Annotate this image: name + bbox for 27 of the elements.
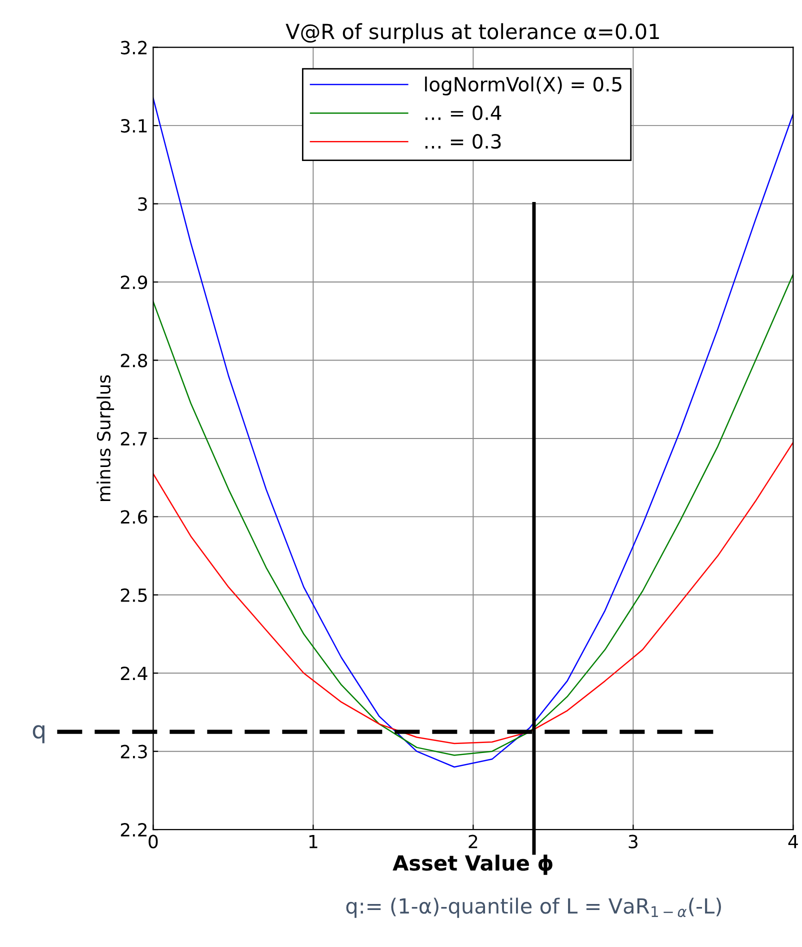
y-tick-label: 2.2 — [120, 823, 147, 836]
y-tick-label: 2.5 — [120, 588, 147, 602]
x-tick-label: 4 — [788, 834, 798, 848]
y-tick-label: 3.2 — [120, 40, 147, 54]
x-axis-title: Asset Value ϕ — [392, 854, 552, 875]
legend-label: … = 0.3 — [425, 134, 501, 149]
y-axis-title: minus Surplus — [96, 375, 114, 501]
line-series — [153, 442, 794, 744]
x-tick-label: 0 — [148, 834, 158, 848]
chart-title: V@R of surplus at tolerance α=0.01 — [286, 23, 659, 44]
y-tick-label: 3.1 — [120, 119, 147, 133]
y-tick-label: 2.9 — [120, 275, 148, 290]
x-tick-label: 3 — [628, 834, 638, 848]
line-series — [153, 98, 794, 768]
legend-label: logNormVol(X) = 0.5 — [425, 76, 622, 96]
y-tick-label: 2.8 — [120, 354, 148, 368]
y-tick-label: 2.7 — [120, 432, 147, 446]
line-series — [153, 274, 794, 756]
y-tick-label: 2.4 — [120, 666, 148, 680]
y-tick-label: 2.3 — [120, 744, 147, 758]
x-tick-label: 2 — [468, 834, 478, 848]
ref-line-label: q — [32, 725, 44, 744]
y-tick-label: 2.6 — [120, 510, 148, 524]
legend-label: … = 0.4 — [425, 105, 502, 120]
y-tick-label: 3 — [138, 197, 147, 211]
ref-line-label: q:= (1-α)-quantile of L = VaR$_{1−α}$(-L) — [346, 898, 721, 918]
x-tick-label: 1 — [309, 834, 318, 848]
